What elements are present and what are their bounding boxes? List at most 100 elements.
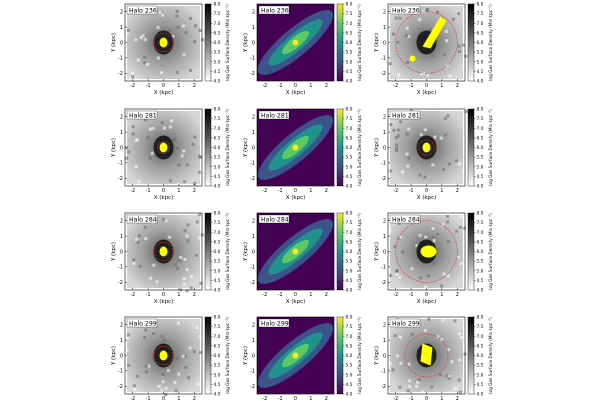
colorbar-tick-label: 5.5 [346,363,353,369]
halo-label-box [258,318,290,328]
gas-speckle [395,269,399,273]
y-axis-label: Y (kpc) [243,138,249,158]
gas-speckle [168,125,172,129]
y-axis-label: Y (kpc) [243,346,249,366]
gas-speckle [160,121,164,125]
gas-speckle [432,262,436,266]
gas-speckle [188,68,192,72]
colorbar-tick-label: 4.0 [346,392,353,398]
x-tick-label: -1 [146,292,151,298]
colorbar-tick-label: 5.0 [477,372,484,378]
gas-peak [292,352,299,359]
x-axis-label: X (kpc) [154,90,174,96]
gas-speckle [175,356,179,360]
gas-speckle [137,109,141,113]
colorbar-tick-label: 7.5 [346,220,353,226]
y-tick-label: -1 [118,265,123,271]
gas-speckle [397,128,401,132]
x-tick-label: 0 [425,83,428,89]
gas-speckle [199,335,203,339]
y-tick-label: -1 [118,369,123,375]
colorbar-tick-label: 6.0 [214,249,221,255]
halo-label: Halo 299 [129,321,157,328]
y-tick-label: 2 [252,323,255,329]
colorbar-tick-label: 6.5 [214,343,221,349]
x-tick-label: -2 [130,292,135,298]
gas-speckle [183,180,187,184]
gas-speckle [199,75,203,79]
colorbar-tick-label: 4.0 [477,288,484,294]
gas-speckle [436,10,440,14]
colorbar-tick-label: 7.0 [346,126,353,132]
gas-speckle [160,334,164,338]
x-tick-label: 1 [309,83,312,89]
y-axis-label: Y (kpc) [374,346,380,366]
colorbar-tick-label: 7.5 [477,116,484,122]
gas-speckle [443,133,447,137]
gas-speckle [392,128,396,132]
gas-speckle [394,149,398,153]
gas-speckle [424,285,428,289]
gas-speckle [426,274,430,278]
colorbar-tick-label: 8.0 [346,315,353,321]
y-tick-label: 1 [383,25,386,31]
colorbar [467,108,475,187]
x-tick-label: -1 [409,292,414,298]
colorbar-tick-label: 6.5 [477,30,484,36]
gas-speckle [193,181,197,185]
colorbar-tick-label: 4.5 [346,278,353,284]
gas-speckle [146,136,150,140]
x-tick-label: 2 [456,188,459,194]
colorbar-label: log Gas Surface Density (M⊙ kpc⁻²) [357,4,363,81]
gas-speckle [445,374,449,378]
colorbar-tick-label: 7.0 [346,334,353,340]
colorbar-tick-label: 5.5 [346,259,353,265]
halo-label-box [389,214,421,224]
gas-speckle [162,338,166,342]
gas-speckle [193,135,197,139]
y-tick-label: 1 [120,130,123,136]
gas-speckle [184,31,188,35]
gas-speckle [444,30,448,34]
gas-speckle [405,132,409,136]
gas-speckle [446,220,450,224]
gas-speckle [175,14,179,18]
gas-speckle [407,362,411,366]
gas-speckle [457,162,461,166]
y-tick-label: -2 [250,280,255,286]
y-tick-label: -2 [381,176,386,182]
gas-speckle [149,276,153,280]
gas-speckle [198,213,202,217]
y-axis-label: Y (kpc) [111,33,117,53]
colorbar-tick-label: 8.0 [346,2,353,8]
gas-speckle [125,146,129,150]
gas-speckle [174,389,178,393]
y-tick-label: 1 [252,25,255,31]
gas-speckle [431,163,435,167]
gas-speckle [462,219,466,223]
x-tick-label: 1 [309,188,312,194]
y-tick-label: -1 [381,265,386,271]
gas-speckle [457,50,461,54]
x-axis-label: X (kpc) [286,195,306,201]
gas-speckle [151,332,155,336]
y-axis-label: Y (kpc) [111,346,117,366]
x-tick-label: 2 [193,83,196,89]
gas-speckle [167,29,171,33]
colorbar-tick-label: 7.0 [346,21,353,27]
colorbar-tick-label: 7.0 [214,230,221,236]
gas-speckle [189,286,193,290]
x-tick-label: 0 [294,396,297,400]
colorbar-tick-label: 6.0 [346,249,353,255]
gas-speckle [418,173,422,177]
gas-speckle [447,376,451,380]
colorbar-tick-label: 7.0 [477,230,484,236]
star-particles [420,245,437,258]
gas-speckle [184,354,188,358]
x-axis-label: X (kpc) [417,299,437,305]
gas-speckle [410,332,414,336]
colorbar-tick-label: 7.0 [214,126,221,132]
gas-speckle [139,36,143,40]
gas-speckle [457,44,461,48]
x-tick-label: 2 [325,292,328,298]
